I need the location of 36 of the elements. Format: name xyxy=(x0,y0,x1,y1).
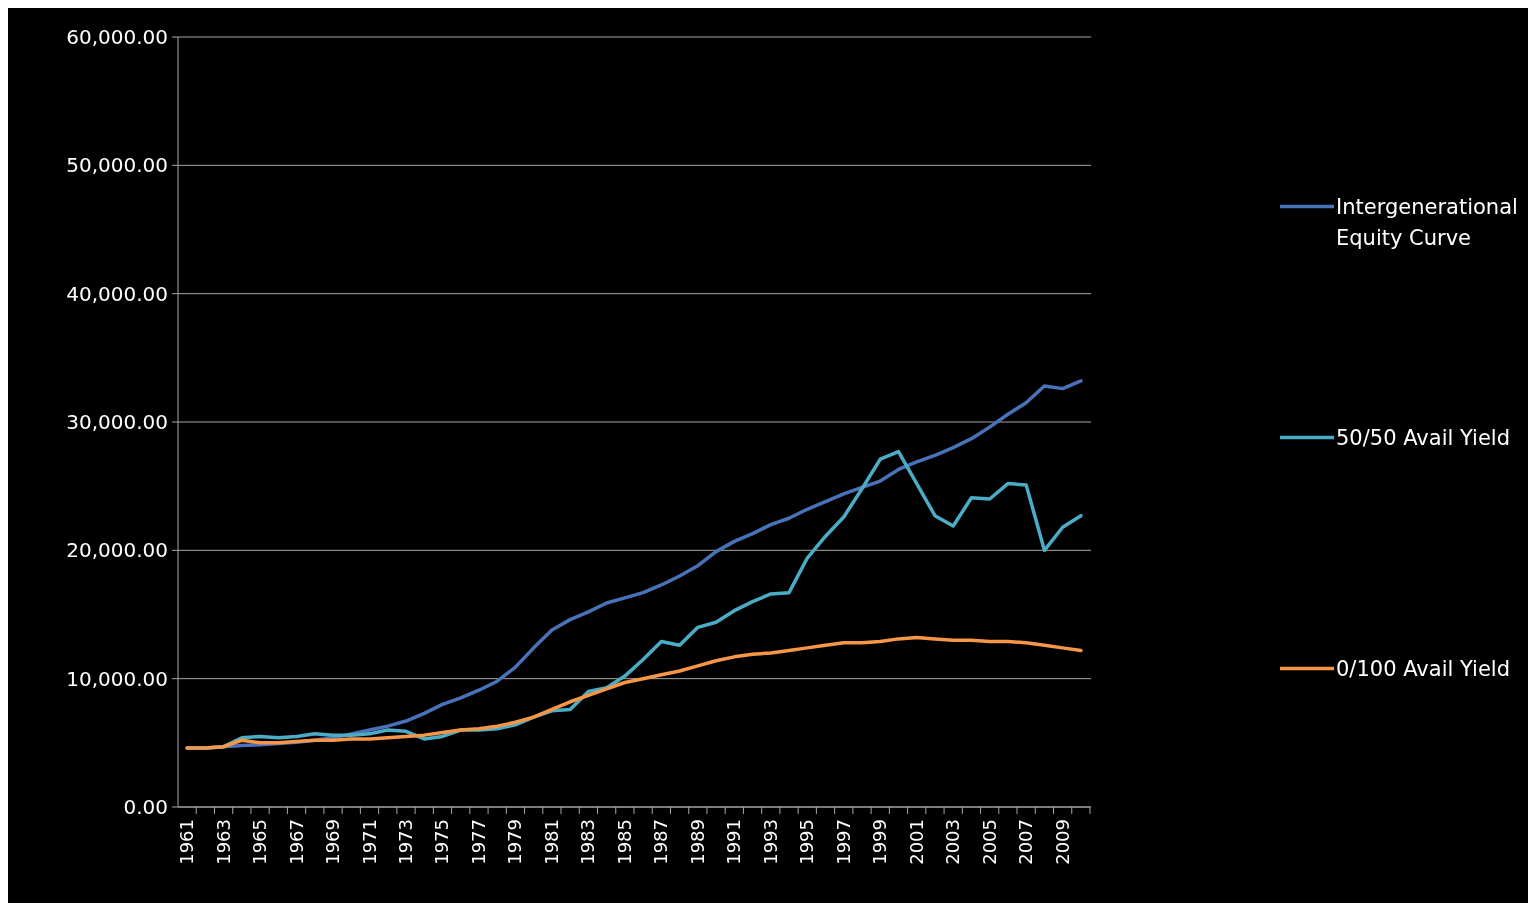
y-tick-label: 10,000.00 xyxy=(66,666,168,691)
x-tick-label: 1973 xyxy=(395,819,416,865)
x-tick-label: 1999 xyxy=(869,819,891,865)
x-tick-label: 1965 xyxy=(249,819,271,865)
x-tick-label: 2009 xyxy=(1051,819,1073,865)
x-tick-label: 1989 xyxy=(686,819,708,865)
y-tick-label: 20,000.00 xyxy=(66,538,168,563)
x-tick-label: 1991 xyxy=(723,819,745,865)
x-tick-label: 1997 xyxy=(832,819,854,865)
legend-label: 50/50 Avail Yield xyxy=(1336,425,1510,450)
x-tick-label: 1967 xyxy=(285,819,307,865)
y-tick-label: 0.00 xyxy=(123,795,168,819)
x-tick-label: 1969 xyxy=(322,819,344,865)
legend-label: Intergenerational Equity Curve xyxy=(1336,194,1518,251)
x-tick-label: 2003 xyxy=(942,819,964,865)
x-tick-label: 1975 xyxy=(431,819,453,865)
line-series xyxy=(185,635,1083,750)
x-tick-label: 2007 xyxy=(1015,819,1037,865)
x-tick-label: 1961 xyxy=(176,819,198,865)
y-tick-label: 60,000.00 xyxy=(66,25,168,49)
x-tick-label: 1987 xyxy=(650,819,672,865)
x-tick-label: 2005 xyxy=(978,819,1000,865)
x-tick-label: 1963 xyxy=(212,819,234,865)
x-tick-label: 2001 xyxy=(905,819,927,865)
x-tick-label: 1983 xyxy=(577,819,599,865)
x-tick-label: 1979 xyxy=(504,819,526,865)
y-tick-label: 50,000.00 xyxy=(66,153,168,178)
x-tick-label: 1985 xyxy=(613,819,635,865)
x-tick-label: 1977 xyxy=(467,819,489,865)
y-tick-label: 40,000.00 xyxy=(66,281,168,306)
legend-label: 0/100 Avail Yield xyxy=(1336,656,1510,681)
y-tick-label: 30,000.00 xyxy=(66,410,168,434)
x-tick-label: 1981 xyxy=(540,819,562,865)
x-tick-label: 1995 xyxy=(796,819,818,865)
x-tick-label: 1993 xyxy=(759,819,781,865)
x-tick-label: 1971 xyxy=(358,819,380,865)
